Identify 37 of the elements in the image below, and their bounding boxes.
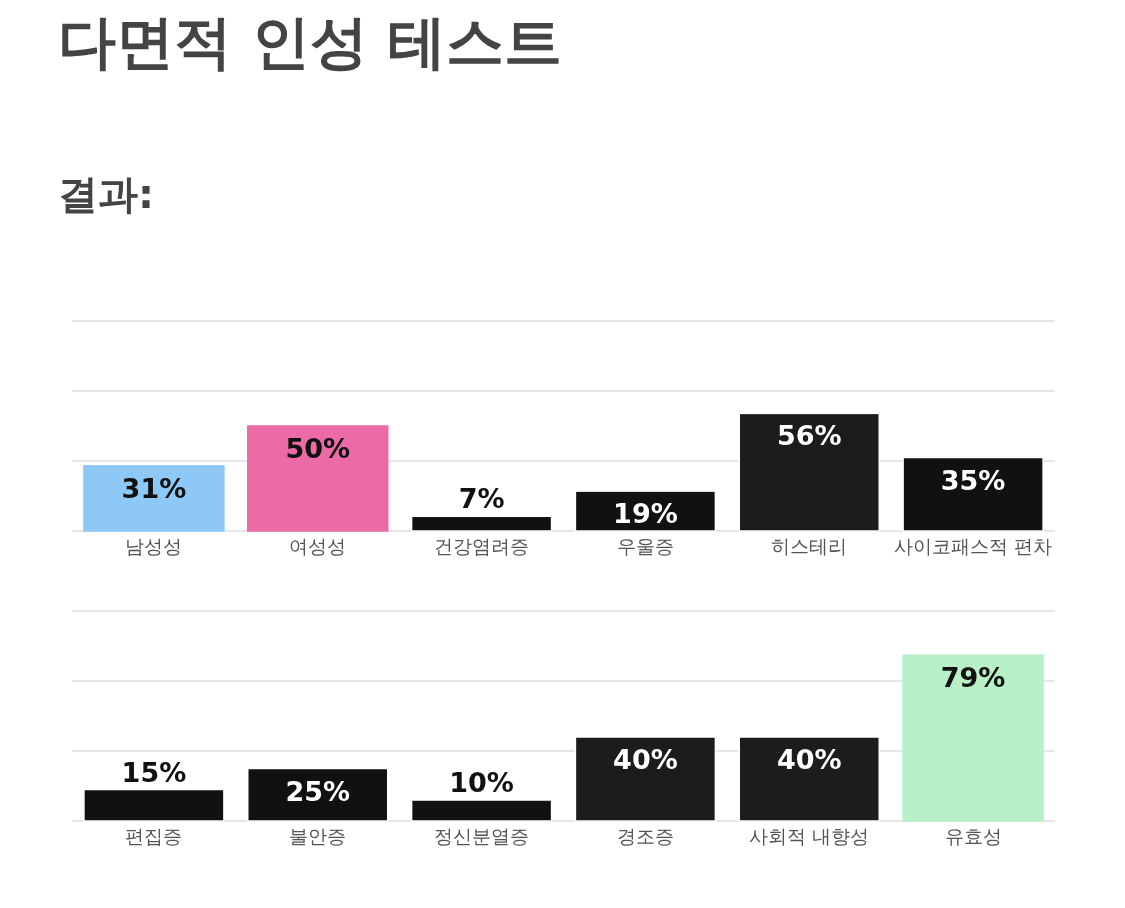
bar — [574, 736, 717, 822]
data-label: 40% — [613, 744, 678, 775]
bar — [902, 456, 1044, 532]
bar — [902, 654, 1044, 822]
x-tick-label: 우울증 — [616, 535, 674, 557]
data-label: 10% — [449, 767, 514, 798]
bar — [83, 465, 225, 532]
bar — [738, 736, 880, 822]
data-label: 15% — [121, 756, 187, 788]
x-tick-label: 정신분열증 — [434, 825, 530, 847]
data-label: 25% — [285, 775, 351, 807]
bar — [247, 767, 389, 822]
data-label: 31% — [121, 472, 187, 504]
x-tick-label: 편집증 — [125, 825, 183, 847]
x-tick-label: 여성성 — [289, 535, 347, 557]
data-label: 7% — [458, 483, 505, 515]
x-tick-label: 남성성 — [125, 535, 183, 557]
x-tick-label: 건강염려증 — [434, 535, 530, 557]
data-label: 40% — [776, 744, 842, 775]
x-tick-label: 히스테리 — [771, 535, 848, 557]
chart-title: 다면적 인성 테스트 — [58, 8, 563, 76]
x-tick-label: 사회적 내향성 — [749, 825, 870, 847]
data-label: 19% — [613, 498, 678, 530]
bar — [410, 799, 553, 822]
bar — [738, 412, 880, 532]
x-tick-label: 유효성 — [944, 825, 1002, 847]
x-tick-label: 사이코패스적 편차 — [894, 535, 1053, 557]
data-label: 79% — [940, 662, 1006, 694]
x-tick-label: 불안증 — [289, 825, 347, 847]
bar — [83, 788, 225, 822]
data-label: 56% — [776, 420, 842, 452]
data-label: 35% — [940, 464, 1006, 496]
x-tick-label: 경조증 — [616, 825, 674, 847]
bar — [410, 515, 553, 532]
chart-subtitle: 결과: — [58, 171, 154, 217]
bar — [247, 425, 389, 532]
data-label: 50% — [285, 433, 351, 464]
